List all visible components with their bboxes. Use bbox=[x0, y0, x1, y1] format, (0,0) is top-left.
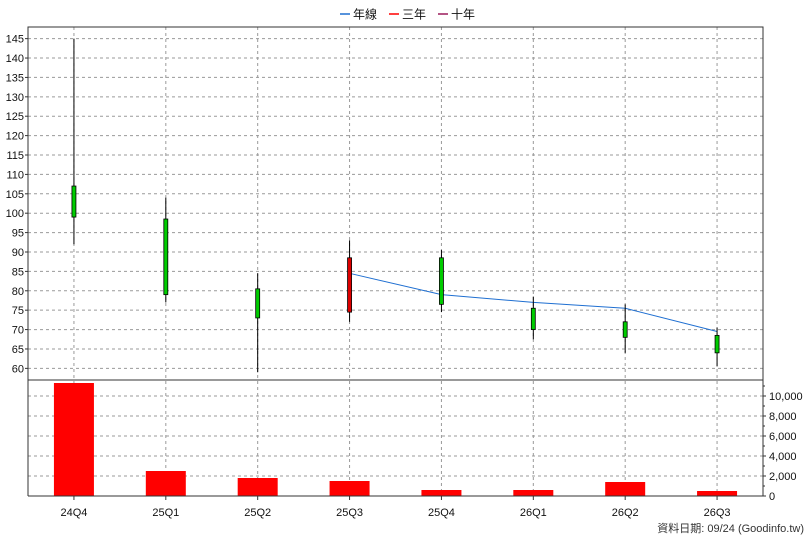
legend-label-1: 年線 bbox=[353, 7, 377, 22]
x-tick-label-25Q1: 25Q1 bbox=[152, 507, 179, 519]
volume-bar-25Q4 bbox=[421, 490, 462, 496]
candle-body-26Q3 bbox=[714, 334, 720, 354]
candle-body-25Q2 bbox=[255, 288, 261, 319]
volume-bar-25Q1 bbox=[145, 471, 186, 496]
candle-body-26Q1 bbox=[530, 307, 536, 330]
volume-bar-25Q2 bbox=[237, 478, 278, 496]
price-tick-label: 110 bbox=[6, 169, 24, 181]
price-tick-label: 145 bbox=[6, 34, 24, 46]
price-tick-label: 125 bbox=[6, 111, 24, 123]
candle-body-25Q3 bbox=[347, 257, 352, 313]
footer-date-label: 資料日期: 09/24 (Goodinfo.tw) bbox=[657, 521, 804, 535]
price-tick-label: 60 bbox=[12, 363, 24, 375]
volume-bar-25Q3 bbox=[329, 481, 370, 496]
price-tick-label: 140 bbox=[6, 53, 24, 65]
x-tick-label-26Q3: 26Q3 bbox=[704, 507, 731, 519]
candle-body-26Q2 bbox=[622, 321, 628, 338]
volume-tick-label: 4,000 bbox=[769, 451, 797, 463]
candle-body-24Q4 bbox=[71, 185, 77, 218]
volume-bar-26Q1 bbox=[513, 490, 554, 496]
price-tick-label: 85 bbox=[12, 266, 24, 278]
x-axis: 24Q4 25Q1 25Q2 25Q3 25Q4 26Q1 26Q2 26Q3 bbox=[60, 496, 731, 519]
price-tick-label: 95 bbox=[12, 228, 24, 240]
x-tick-label-26Q1: 26Q1 bbox=[520, 507, 547, 519]
volume-tick-label: 10,000 bbox=[769, 391, 803, 403]
legend-label-3: 十年 bbox=[451, 8, 475, 22]
price-tick-label: 115 bbox=[6, 150, 24, 162]
volume-bar-26Q2 bbox=[605, 482, 646, 496]
price-panel: 60 65 70 75 80 85 90 95 100 105 110 115 120 125 130 135… bbox=[6, 26, 764, 496]
x-tick-label-24Q4: 24Q4 bbox=[60, 507, 87, 519]
price-tick-label: 100 bbox=[6, 208, 24, 220]
price-tick-label: 120 bbox=[6, 131, 24, 143]
price-tick-label: 70 bbox=[12, 325, 24, 337]
x-tick-label-25Q4: 25Q4 bbox=[428, 507, 455, 519]
legend-label-2: 三年 bbox=[402, 8, 426, 22]
volume-panel: 0 2,000 4,000 6,000 8,000 10,000 bbox=[27, 378, 803, 503]
price-tick-label: 80 bbox=[12, 286, 24, 298]
price-tick-label: 130 bbox=[6, 92, 24, 104]
candle-body-25Q4 bbox=[439, 257, 444, 305]
price-tick-label: 75 bbox=[12, 305, 24, 317]
volume-tick-label: 0 bbox=[769, 491, 775, 503]
price-tick-label: 65 bbox=[12, 344, 24, 356]
volume-tick-label: 2,000 bbox=[769, 471, 797, 483]
price-plot-area bbox=[28, 27, 763, 380]
price-tick-label: 105 bbox=[6, 189, 24, 201]
x-tick-label-25Q3: 25Q3 bbox=[336, 507, 363, 519]
volume-bar-24Q4 bbox=[53, 383, 94, 496]
volume-tick-label: 8,000 bbox=[769, 411, 797, 423]
x-tick-label-26Q2: 26Q2 bbox=[612, 507, 639, 519]
candle-body-25Q1 bbox=[163, 218, 169, 296]
legend: 年線 三年 十年 bbox=[340, 7, 475, 22]
price-tick-label: 135 bbox=[6, 72, 24, 84]
x-tick-label-25Q2: 25Q2 bbox=[244, 507, 271, 519]
price-tick-label: 90 bbox=[12, 247, 24, 259]
volume-tick-label: 6,000 bbox=[769, 431, 797, 443]
volume-bar-26Q3 bbox=[697, 491, 738, 496]
